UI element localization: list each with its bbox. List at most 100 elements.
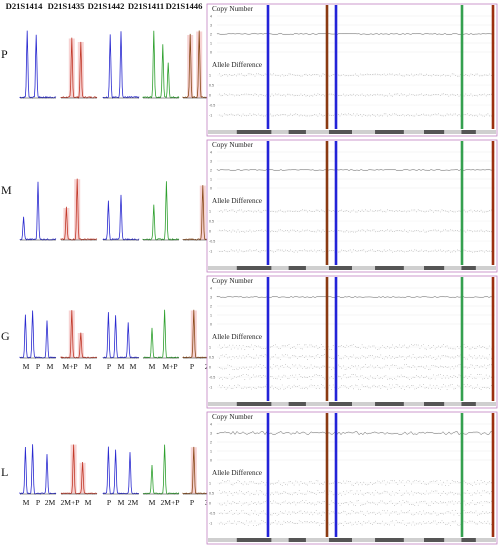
chromosome-band bbox=[328, 538, 352, 542]
allele-difference-points bbox=[219, 209, 494, 213]
peak-shade bbox=[196, 31, 203, 98]
copy-number-tick: 4 bbox=[210, 15, 212, 19]
copy-number-tick: 3 bbox=[210, 24, 212, 28]
allele-label: M bbox=[130, 362, 137, 371]
peak-shade bbox=[70, 444, 77, 494]
electropherogram-trace bbox=[102, 31, 140, 99]
copy-number-trace bbox=[216, 168, 494, 172]
peak-shade bbox=[190, 310, 197, 358]
copy-number-tick: 2 bbox=[210, 305, 212, 309]
marker-position-bar bbox=[325, 141, 329, 265]
chromosome-band bbox=[461, 130, 476, 134]
copy-number-tick: 1 bbox=[210, 450, 212, 454]
allele-label: P bbox=[36, 498, 40, 507]
electropherogram-trace bbox=[60, 37, 98, 99]
peak-shade bbox=[187, 35, 194, 98]
copy-number-trace bbox=[216, 32, 494, 36]
electropherogram-trace bbox=[19, 310, 57, 359]
allele-label: P bbox=[190, 362, 194, 371]
chromosome-band bbox=[328, 266, 352, 270]
copy-number-title: Copy Number bbox=[212, 5, 254, 13]
marker-position-bar bbox=[491, 5, 495, 129]
chromosome-band bbox=[236, 538, 272, 542]
allele-label: M bbox=[149, 362, 156, 371]
row-label: M bbox=[1, 183, 12, 197]
allele-difference-points bbox=[219, 229, 494, 233]
copy-number-tick: 3 bbox=[210, 432, 212, 436]
allele-label: 2M bbox=[128, 498, 139, 507]
allele-difference-tick: 0.5 bbox=[209, 492, 214, 496]
allele-label: M+P bbox=[162, 362, 177, 371]
peak-shade bbox=[199, 185, 206, 240]
allele-label: M bbox=[23, 362, 30, 371]
marker-header: D21S1435 bbox=[48, 1, 85, 11]
marker-position-bar bbox=[325, 277, 329, 401]
copy-number-tick: 0 bbox=[210, 323, 212, 327]
allele-difference-points bbox=[219, 364, 494, 370]
peak-shade bbox=[77, 333, 84, 358]
allele-difference-tick: -0.5 bbox=[209, 240, 215, 244]
peak-shade bbox=[77, 42, 84, 98]
chromosome-band bbox=[288, 402, 306, 406]
chromosome-band bbox=[461, 538, 476, 542]
panel-frame bbox=[206, 3, 498, 137]
allele-difference-title: Allele Difference bbox=[212, 197, 262, 205]
copy-number-tick: 1 bbox=[210, 42, 212, 46]
chromosome-band bbox=[328, 130, 352, 134]
peak-shade bbox=[79, 462, 86, 494]
row-label: P bbox=[1, 47, 8, 61]
marker-header: D21S1414 bbox=[6, 1, 43, 11]
chromosome-band bbox=[288, 130, 306, 134]
panel-frame bbox=[206, 411, 498, 545]
chromosome-band bbox=[236, 130, 272, 134]
copy-number-tick: 0 bbox=[210, 51, 212, 55]
chromosome-band bbox=[328, 402, 352, 406]
peak-shade bbox=[68, 38, 75, 98]
marker-position-bar bbox=[334, 277, 338, 401]
electropherogram-trace bbox=[102, 312, 140, 359]
copy-number-tick: 3 bbox=[210, 296, 212, 300]
marker-header: D21S1446 bbox=[166, 1, 203, 11]
allele-label: M bbox=[23, 498, 30, 507]
marker-position-bar bbox=[334, 413, 338, 537]
allele-difference-tick: -1 bbox=[209, 250, 212, 254]
copy-number-tick: 4 bbox=[210, 151, 212, 155]
chromosome-band bbox=[424, 130, 445, 134]
chromosome-band bbox=[424, 402, 445, 406]
allele-difference-points bbox=[219, 374, 494, 380]
copy-number-title: Copy Number bbox=[212, 277, 254, 285]
copy-number-tick: 0 bbox=[210, 459, 212, 463]
copy-number-tick: 0 bbox=[210, 187, 212, 191]
allele-difference-points bbox=[219, 344, 494, 350]
electropherogram-trace bbox=[102, 194, 140, 241]
marker-position-bar bbox=[266, 5, 270, 129]
allele-difference-tick: 0 bbox=[209, 502, 211, 506]
electropherogram-trace bbox=[19, 30, 57, 99]
peak-shade bbox=[74, 179, 81, 240]
marker-position-bar bbox=[334, 5, 338, 129]
chromosome-band bbox=[375, 266, 404, 270]
chromosome-band bbox=[461, 402, 476, 406]
allele-label: M bbox=[85, 498, 92, 507]
electropherogram-trace bbox=[142, 30, 180, 99]
copy-number-tick: 3 bbox=[210, 160, 212, 164]
chromosome-band bbox=[424, 538, 445, 542]
copy-number-tick: 4 bbox=[210, 423, 212, 427]
copy-number-tick: 2 bbox=[210, 33, 212, 37]
allele-difference-tick: 1 bbox=[209, 74, 211, 78]
allele-difference-tick: 0 bbox=[209, 230, 211, 234]
allele-difference-tick: -1 bbox=[209, 114, 212, 118]
marker-position-bar bbox=[325, 5, 329, 129]
allele-difference-points bbox=[219, 93, 494, 97]
allele-label: P bbox=[190, 498, 194, 507]
marker-position-bar bbox=[266, 141, 270, 265]
electropherogram-trace bbox=[142, 181, 180, 241]
marker-position-bar bbox=[460, 141, 464, 265]
chromosome-band bbox=[236, 402, 272, 406]
marker-header: D21S1411 bbox=[128, 1, 164, 11]
